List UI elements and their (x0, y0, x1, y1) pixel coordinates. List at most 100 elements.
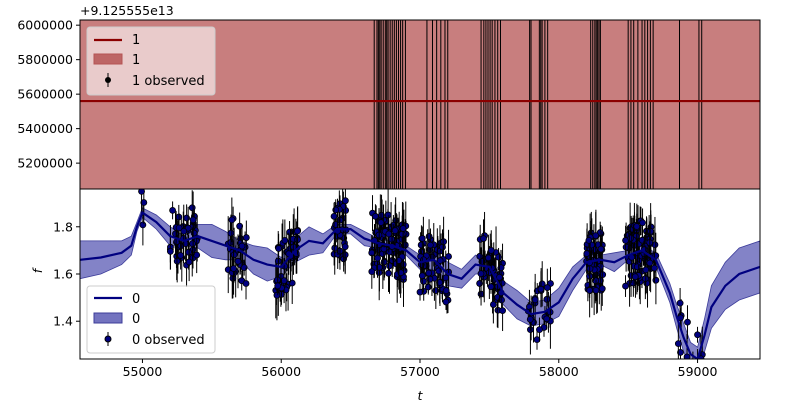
bottom-uncertainty-band (80, 207, 760, 359)
observation-point (139, 221, 147, 229)
observation-point (633, 263, 641, 271)
observation-point (487, 283, 495, 291)
observation-point (586, 286, 594, 294)
observation-point (531, 296, 539, 304)
observation-point (386, 248, 394, 256)
observation-point (677, 349, 684, 356)
x-tick-label: 58000 (539, 364, 579, 379)
observation-point (330, 212, 338, 220)
observation-point (398, 230, 406, 238)
bottom-legend-observed-label: 0 observed (132, 333, 205, 348)
observation-point (426, 275, 434, 283)
bottom-legend-frame (86, 285, 216, 354)
observation-point (368, 268, 376, 276)
observation-point (425, 269, 433, 277)
observation-point (426, 241, 434, 249)
bottom-legend-band-label: 0 (132, 312, 140, 327)
bottom-y-tick-label: 1.6 (53, 267, 73, 282)
observation-point (385, 230, 393, 238)
top-legend-band-label: 1 (132, 53, 140, 68)
observation-point (536, 326, 543, 334)
x-tick-label: 55000 (123, 364, 163, 379)
observation-point (341, 243, 349, 251)
observation-point (399, 225, 407, 232)
observation-point (230, 251, 238, 259)
x-axis-label: t (418, 388, 424, 400)
observation-point (242, 280, 250, 287)
observation-point (442, 287, 450, 295)
top-y-tick-label: 5200000 (17, 156, 73, 171)
observation-point (372, 212, 379, 220)
observation-point (597, 245, 605, 253)
observation-point (274, 282, 282, 290)
observation-point (185, 258, 193, 266)
observation-point (183, 214, 191, 222)
bottom-legend-band-swatch (93, 312, 123, 324)
observation-point (598, 285, 606, 293)
observation-point (140, 199, 148, 206)
bottom-legend-marker (104, 335, 112, 343)
observation-point (175, 224, 183, 232)
observation-point (185, 248, 193, 256)
observation-point (439, 243, 446, 251)
observation-point (496, 273, 503, 281)
observation-point (690, 383, 696, 389)
observation-point (230, 265, 237, 272)
top-legend-line-label: 1 (132, 33, 140, 48)
observation-point (425, 233, 433, 240)
observation-point (342, 197, 349, 205)
observation-point (489, 301, 497, 308)
top-legend-band-swatch (93, 53, 123, 65)
observation-point (487, 247, 495, 254)
observation-point (476, 280, 484, 287)
observation-point (436, 257, 444, 264)
observation-point (633, 223, 641, 230)
top-y-tick-label: 5800000 (17, 52, 73, 67)
observation-point (172, 230, 179, 238)
top-y-tick-label: 5600000 (17, 87, 73, 102)
observation-point (684, 318, 691, 326)
observation-point (442, 298, 450, 306)
observation-point (377, 219, 385, 226)
observation-point (420, 277, 427, 285)
observation-point (294, 227, 301, 235)
observation-point (242, 234, 250, 241)
observation-point (583, 250, 591, 257)
observation-point (238, 242, 246, 250)
observation-point (622, 282, 629, 290)
bottom-legend: 0 0 0 observed (86, 285, 216, 354)
observation-point (273, 291, 281, 299)
top-legend: 1 1 1 observed (86, 26, 216, 96)
observation-point (385, 269, 392, 277)
observation-point (477, 270, 485, 278)
top-panel: 5200000 5400000 5600000 5800000 6000000 1 1 1 o… (17, 18, 761, 190)
observation-point (631, 273, 639, 281)
observation-point (526, 303, 533, 311)
observation-point (193, 251, 201, 259)
observation-point (585, 236, 593, 244)
observation-point (526, 315, 534, 323)
observation-point (627, 234, 635, 242)
observation-point (476, 252, 484, 260)
observation-point (228, 216, 236, 224)
top-offset-text: +9.125555e13 (80, 3, 174, 18)
observation-point (674, 340, 682, 348)
observation-point (169, 206, 176, 214)
observation-point (445, 253, 452, 260)
observation-point (418, 235, 426, 242)
observation-point (646, 259, 654, 267)
observation-point (639, 219, 646, 227)
observation-point (234, 257, 242, 265)
observation-point (281, 236, 289, 244)
observation-point (499, 307, 506, 314)
bottom-legend-line-label: 0 (132, 292, 140, 307)
observation-point (180, 227, 188, 235)
top-legend-frame (86, 26, 216, 96)
observation-point (694, 331, 701, 339)
observation-point (188, 204, 196, 212)
observation-point (592, 232, 600, 239)
observation-point (189, 240, 196, 248)
observation-point (480, 235, 487, 242)
observation-point (138, 189, 145, 195)
observation-point (543, 284, 551, 291)
